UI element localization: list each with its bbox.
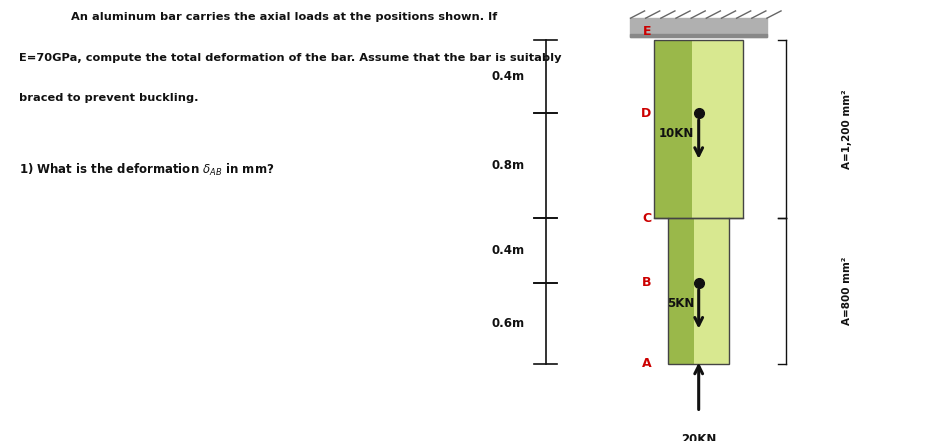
Bar (694, 218, 729, 364)
Bar (630, 18, 767, 37)
Text: 0.4m: 0.4m (492, 244, 525, 257)
Text: A=1,200 mm²: A=1,200 mm² (842, 90, 852, 169)
Bar (630, 34, 767, 37)
Bar (668, 218, 694, 364)
Text: An aluminum bar carries the axial loads at the positions shown. If: An aluminum bar carries the axial loads … (71, 12, 497, 22)
Text: B: B (642, 277, 651, 289)
Text: C: C (642, 212, 651, 225)
Text: 10KN: 10KN (659, 127, 694, 140)
Text: D: D (641, 107, 651, 120)
Text: 1) What is the deformation $\delta_{AB}$ in mm?: 1) What is the deformation $\delta_{AB}$… (19, 162, 274, 178)
Text: 0.6m: 0.6m (492, 317, 525, 330)
Text: 0.8m: 0.8m (492, 159, 525, 172)
Bar (654, 41, 692, 218)
Bar (668, 218, 729, 364)
Text: A: A (642, 357, 651, 370)
Text: E: E (643, 26, 651, 38)
Text: 20KN: 20KN (681, 433, 716, 441)
Text: E=70GPa, compute the total deformation of the bar. Assume that the bar is suitab: E=70GPa, compute the total deformation o… (19, 52, 562, 63)
Text: A=800 mm²: A=800 mm² (842, 257, 852, 325)
Bar (692, 41, 743, 218)
Bar (654, 41, 743, 218)
Text: 0.4m: 0.4m (492, 70, 525, 83)
Text: braced to prevent buckling.: braced to prevent buckling. (19, 93, 199, 103)
Text: 5KN: 5KN (666, 297, 694, 310)
